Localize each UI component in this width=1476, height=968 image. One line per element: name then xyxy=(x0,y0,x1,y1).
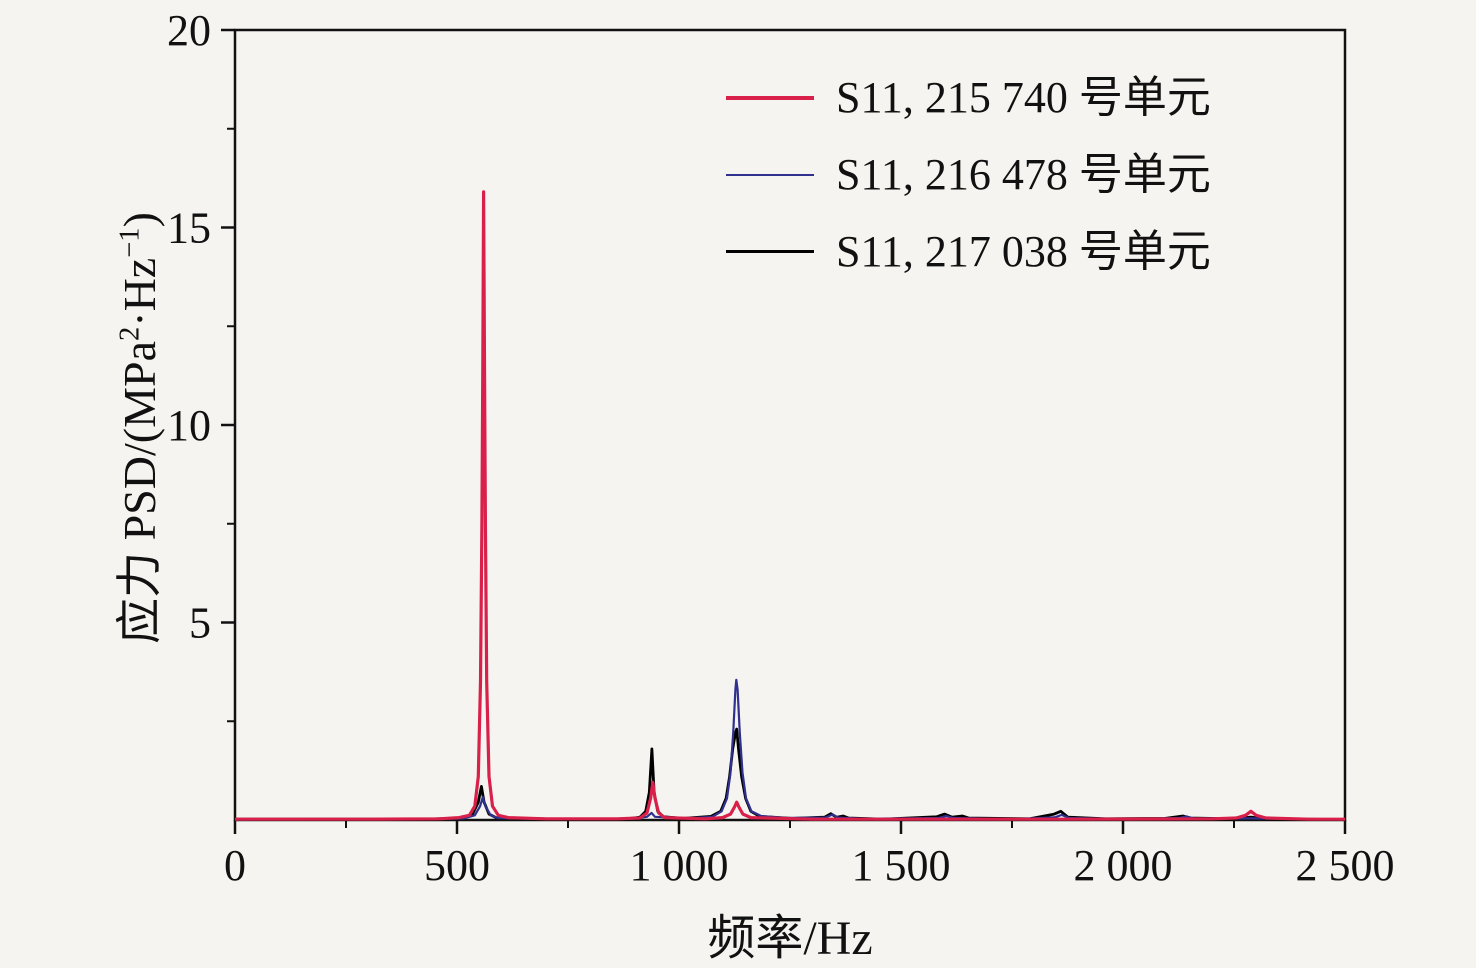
y-tick-label: 5 xyxy=(189,599,211,648)
x-tick-label: 1 000 xyxy=(630,841,729,890)
x-tick-label: 500 xyxy=(424,841,490,890)
x-tick-label: 1 500 xyxy=(852,841,951,890)
x-axis-label: 频率/Hz xyxy=(707,912,873,965)
legend-label-series-3: S11, 217 038 号单元 xyxy=(836,226,1211,276)
x-tick-label: 2 500 xyxy=(1296,841,1395,890)
legend-line-sample-series-3 xyxy=(726,250,814,254)
series-line-2 xyxy=(234,678,1346,821)
x-tick-label: 0 xyxy=(224,841,246,890)
x-tick-label: 2 000 xyxy=(1074,841,1173,890)
legend: S11, 215 740 号单元 S11, 216 478 号单元 S11, 2… xyxy=(726,72,1211,278)
legend-label-series-2: S11, 216 478 号单元 xyxy=(836,149,1211,199)
legend-entry-series-3: S11, 217 038 号单元 xyxy=(726,226,1211,279)
y-axis-label-text: 应力 PSD/(MPa xyxy=(114,341,165,644)
legend-line-sample-series-2 xyxy=(726,174,814,177)
y-tick-label: 15 xyxy=(167,204,211,253)
series-line-1 xyxy=(235,190,1345,821)
legend-label-series-1: S11, 215 740 号单元 xyxy=(836,73,1211,122)
y-tick-label: 10 xyxy=(167,401,211,450)
y-axis-label-close: ) xyxy=(114,212,165,228)
y-axis-label-sup-2: 2 xyxy=(114,326,146,342)
legend-entry-series-1: S11, 215 740 号单元 xyxy=(726,72,1211,125)
y-axis-label-mid: ·Hz xyxy=(114,257,165,327)
legend-line-sample-series-1 xyxy=(726,96,814,101)
series-line-3 xyxy=(235,727,1346,821)
legend-entry-series-2: S11, 216 478 号单元 xyxy=(726,149,1211,202)
y-tick-label: 20 xyxy=(167,6,211,55)
y-axis-label: 应力 PSD/(MPa2·Hz−1) xyxy=(103,212,169,644)
y-axis-label-sup-neg1: −1 xyxy=(114,227,146,258)
